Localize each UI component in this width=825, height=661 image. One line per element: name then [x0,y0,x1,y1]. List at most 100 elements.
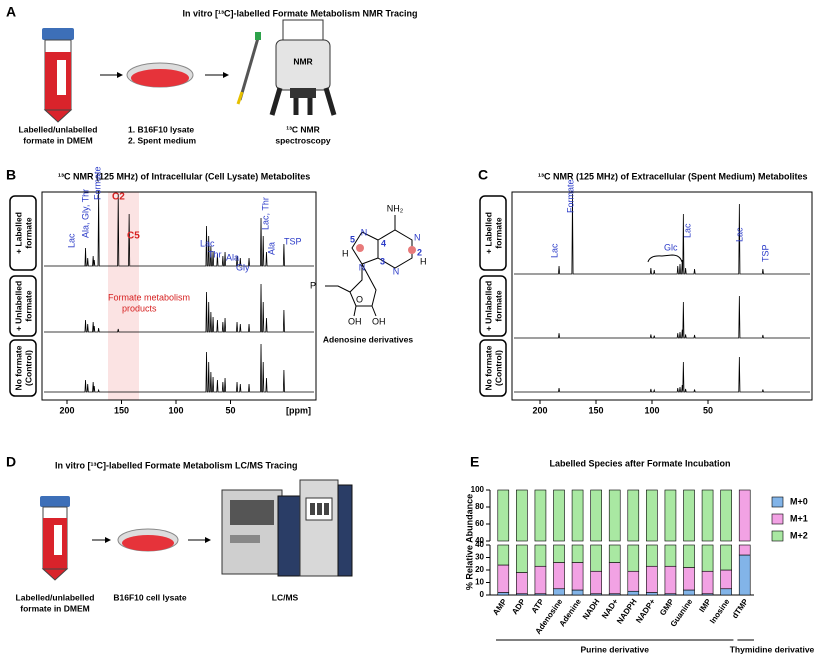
legend-label: M+2 [790,530,808,540]
row-label: formate [23,217,33,248]
x-tick-label: 100 [168,405,183,415]
bar-segment [627,489,640,542]
atom: N [359,262,366,272]
structure-caption: Adenosine derivatives [323,334,414,344]
bar-segment [683,544,695,568]
tube-icon [57,60,66,95]
legend-label: M+0 [790,496,808,506]
row-label: (Control) [493,350,503,386]
peak-label: Formate [92,166,102,200]
x-tick-label: 50 [225,405,235,415]
bar-segment [664,489,677,542]
spectrum-trace [514,356,810,393]
spectrum-trace [514,193,810,275]
row-label: formate [493,290,503,321]
row-label: No formate [13,345,23,390]
bar-segment [738,544,751,556]
row-label-box [9,275,37,337]
lcms-icon [317,503,322,515]
spectrum-trace [514,295,810,339]
row-label: + Unlabelled [13,281,23,331]
atom-number: 2 [417,247,422,257]
lcms-icon [221,479,353,577]
bar-segment [571,489,584,542]
dish-icon [117,528,179,552]
atom: O [356,294,363,304]
peak-label: Ala, Gly, Thr [80,189,90,238]
x-tick-label: 200 [59,405,74,415]
structure [325,285,351,293]
lcms-icon [230,535,260,543]
structure [353,305,377,317]
x-tick-label: ATP [530,597,547,615]
x-tick-label: dTMP [730,597,750,621]
dish-icon [131,69,189,87]
panel-label: D [6,454,16,470]
x-tick-label: 150 [114,405,129,415]
highlight-band [108,192,139,400]
y-tick-label: 40 [475,536,484,545]
atom-number: 4 [381,238,386,248]
atom: N [361,227,368,237]
atom: P [310,280,316,290]
bar-segment [571,562,584,591]
tube-icon [43,109,73,123]
bar-segment [701,544,714,572]
bar-segment [497,592,510,596]
bar-segment [590,544,602,572]
peak-label: Gly [236,262,250,272]
lcms-icon [230,500,274,525]
bar-segment [738,554,751,596]
x-tick-label: NADH [581,597,602,621]
caption: ¹³C NMR [286,124,320,134]
bar-segment [497,564,510,593]
atom-number: 3 [380,256,385,266]
row-label-box [9,339,37,397]
y-tick-label: 80 [475,502,484,511]
bar-segment [608,489,621,542]
bar-segment [683,589,695,596]
bar-segment [720,489,732,542]
y-tick-label: 100 [471,485,485,494]
row-label-box [479,339,507,397]
atom: H [420,256,427,266]
bar-segment [646,565,658,593]
bar-segment [720,569,732,590]
y-tick-label: 60 [475,519,484,528]
bar-segment [608,544,621,563]
caption: Labelled/unlabelled [16,592,95,602]
bar-segment [516,489,528,542]
tube-icon [40,496,70,581]
tube-icon [42,28,74,40]
y-tick-label: 10 [475,578,484,587]
highlight-label: Formate metabolism [108,292,190,302]
row-label-box [479,195,507,271]
nmr-icon [269,87,337,116]
tube-icon [54,525,62,555]
legend-swatch [771,530,784,542]
bar-segment [701,570,714,595]
row-label: + Labelled [483,212,493,254]
pipette-icon [255,32,261,40]
bar-segment [720,588,732,596]
bar-segment [664,544,677,567]
bar-segment [590,489,602,542]
tube-icon [41,568,69,581]
peak-label: Ala [266,242,276,255]
row-label: No formate [483,345,493,390]
dish-icon [122,535,174,551]
axis [511,191,813,401]
peak-label: Lac [682,223,692,238]
caption: B16F10 cell lysate [113,592,187,602]
pipette-icon [238,37,260,101]
dish-icon [126,62,194,88]
lcms-icon [277,495,301,577]
bar-segment [534,544,547,567]
panel-label: B [6,167,16,183]
lcms-icon [324,503,329,515]
tube-icon [40,496,70,507]
row-label-box [9,195,37,271]
peak-label: Glc [664,242,678,252]
peak-label: Ala [226,252,239,262]
bar-segment [664,565,677,595]
